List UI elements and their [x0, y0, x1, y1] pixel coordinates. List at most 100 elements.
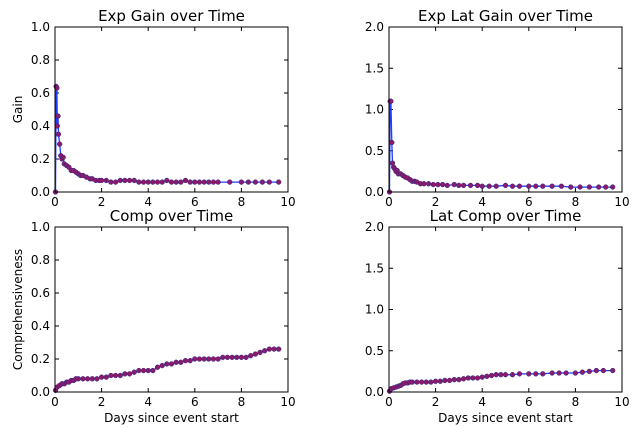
data-point [126, 177, 133, 184]
data-point [577, 184, 583, 190]
data-point [145, 179, 151, 185]
data-point [446, 377, 453, 384]
data-point [465, 375, 471, 381]
data-point [122, 177, 128, 184]
data-point [164, 177, 170, 184]
chart-title: Lat Comp over Time [430, 207, 582, 225]
data-point [484, 373, 490, 379]
data-point [136, 367, 142, 374]
y-tick-label: 0.4 [31, 319, 50, 333]
data-point [54, 85, 60, 91]
data-point [266, 179, 273, 185]
data-point [467, 182, 474, 189]
data-point [563, 370, 569, 376]
y-tick-label: 1.0 [31, 20, 50, 34]
data-point [201, 179, 207, 185]
data-point [533, 183, 539, 189]
data-point [238, 179, 245, 185]
y-tick-label: 0.5 [365, 144, 384, 158]
data-point [224, 354, 231, 361]
data-point [540, 183, 546, 189]
data-point [117, 177, 123, 184]
data-point [182, 358, 189, 364]
data-point [430, 181, 436, 188]
x-tick-label: 0 [385, 195, 393, 209]
data-point [460, 376, 467, 382]
data-point [502, 372, 509, 378]
data-point [55, 131, 62, 137]
data-point [112, 179, 119, 185]
series-line [54, 86, 279, 193]
data-point [479, 374, 485, 380]
data-point [460, 182, 467, 189]
data-point [493, 183, 499, 189]
plot-frame [388, 26, 623, 193]
data-point [568, 184, 574, 190]
data-point [586, 368, 593, 375]
data-point [60, 154, 66, 161]
data-point [150, 367, 156, 374]
y-tick-label: 0.0 [365, 385, 384, 399]
data-point [526, 183, 532, 189]
data-point [456, 376, 462, 383]
data-point [437, 378, 443, 384]
data-point [439, 181, 446, 188]
y-tick-label: 1.5 [365, 261, 384, 275]
data-point [456, 182, 462, 189]
x-axis-label: Days since event start [104, 411, 239, 425]
data-point [117, 372, 123, 379]
data-point [154, 179, 161, 185]
data-point [526, 371, 532, 377]
data-point [108, 179, 114, 185]
data-point [140, 179, 147, 185]
y-tick-label: 0.2 [31, 352, 50, 366]
data-point [388, 98, 394, 104]
data-point [425, 181, 432, 187]
data-point [57, 141, 63, 147]
x-tick-label: 10 [614, 195, 629, 209]
data-point [108, 372, 114, 379]
data-point [479, 183, 485, 189]
y-axis-label: Gain [11, 96, 25, 124]
data-point [103, 374, 109, 380]
chart-panel: Exp Gain over Time 0.0 0.2 0.4 0.6 0.8 1.0 0 2 4 6… [11, 7, 296, 209]
data-point [192, 179, 198, 185]
data-point [159, 179, 165, 185]
data-point [257, 349, 263, 356]
data-point [245, 179, 252, 185]
x-tick-label: 0 [51, 195, 59, 209]
y-tick-label: 0.4 [31, 119, 50, 133]
data-point [428, 379, 434, 385]
data-point [262, 348, 268, 354]
y-tick-label: 2.0 [365, 220, 384, 234]
data-point [432, 378, 439, 384]
y-tick-label: 0.5 [365, 344, 384, 358]
data-point [474, 182, 481, 189]
data-point [178, 359, 184, 365]
data-point [271, 346, 277, 352]
data-point [610, 184, 616, 190]
data-point [252, 179, 259, 185]
x-tick-label: 2 [432, 395, 440, 409]
data-point [145, 367, 151, 374]
data-point [178, 179, 184, 185]
data-point [586, 184, 593, 190]
data-point [140, 367, 147, 374]
chart-title: Exp Gain over Time [98, 7, 245, 25]
data-point [80, 376, 86, 382]
data-point [238, 354, 245, 361]
data-point [192, 356, 198, 362]
y-tick-label: 2.0 [365, 20, 384, 34]
x-axis-label: Days since event start [438, 411, 573, 425]
y-tick-label: 0.0 [31, 185, 50, 199]
data-point [498, 372, 504, 378]
data-point [516, 183, 523, 189]
data-point [444, 182, 450, 189]
data-point [182, 177, 189, 184]
data-point [610, 367, 616, 374]
chart-title: Comp over Time [110, 207, 233, 225]
data-point [206, 179, 212, 185]
y-tick-label: 0.8 [31, 53, 50, 67]
data-point [187, 179, 193, 185]
x-tick-label: 4 [478, 195, 486, 209]
